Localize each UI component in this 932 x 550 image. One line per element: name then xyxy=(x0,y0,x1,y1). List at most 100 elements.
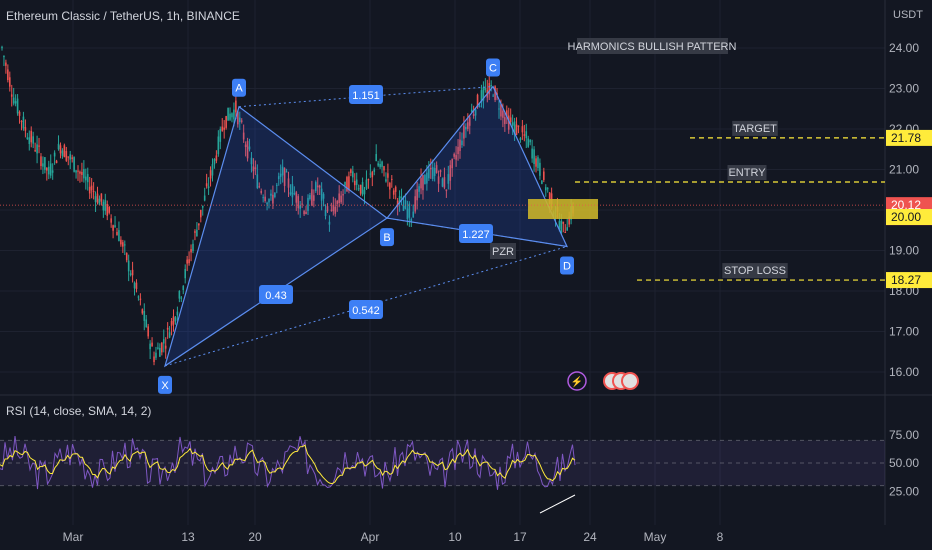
candle-body xyxy=(412,211,415,218)
candle-body xyxy=(346,177,348,192)
candle-body xyxy=(389,182,391,190)
candle-body xyxy=(482,87,485,101)
candle-body xyxy=(172,316,175,325)
candle-body xyxy=(250,157,253,165)
candle-body xyxy=(92,191,95,193)
candle-body xyxy=(443,177,446,188)
candle-body xyxy=(42,163,44,167)
candle-body xyxy=(330,209,333,211)
ratio-badge xyxy=(349,300,383,319)
pattern-title: HARMONICS BULLISH PATTERN xyxy=(568,41,737,53)
candle-body xyxy=(535,158,537,167)
candle-body xyxy=(303,211,305,215)
candle-body xyxy=(12,97,15,104)
candle-body xyxy=(174,317,177,322)
candle-body xyxy=(198,223,200,226)
level-badge xyxy=(732,120,778,136)
ratio-label: 0.43 xyxy=(265,290,286,302)
candle-body xyxy=(467,122,469,129)
candle-body xyxy=(369,173,372,175)
ratio-badge xyxy=(459,224,493,243)
candle-body xyxy=(472,114,475,116)
candle-body xyxy=(529,140,531,143)
candle-body xyxy=(36,144,38,154)
time-tick-label: 20 xyxy=(248,530,262,544)
candle-body xyxy=(546,188,549,190)
level-name: STOP LOSS xyxy=(724,265,786,277)
candle-body xyxy=(79,171,81,174)
candle-body xyxy=(186,259,188,264)
candle-body xyxy=(133,282,136,289)
candle-body xyxy=(461,140,463,146)
candle-body xyxy=(7,69,9,81)
candle-body xyxy=(342,194,344,196)
candle-body xyxy=(221,126,224,131)
stop-price-tag: 18.27 xyxy=(891,273,921,287)
candle-body xyxy=(502,110,504,118)
candle-body xyxy=(217,136,220,155)
candle-body xyxy=(424,174,426,185)
rsi-tick-label: 50.00 xyxy=(889,456,919,470)
time-tick-label: 10 xyxy=(448,530,462,544)
candle-body xyxy=(357,188,360,190)
candle-body xyxy=(112,225,114,231)
lightning-icon[interactable] xyxy=(567,371,587,391)
candle-body xyxy=(100,193,103,202)
price-tick-label: 16.00 xyxy=(889,365,919,379)
candle-body xyxy=(558,221,561,230)
candle-body xyxy=(32,136,34,144)
candle-body xyxy=(22,116,25,129)
time-tick-label: Mar xyxy=(63,530,84,544)
candle-body xyxy=(505,110,508,117)
candle-body xyxy=(178,291,181,299)
candle-body xyxy=(533,149,535,165)
candle-body xyxy=(8,77,11,87)
level-badge xyxy=(722,263,788,279)
candle-body xyxy=(162,339,165,344)
candle-body xyxy=(468,117,471,126)
pattern-title-bg xyxy=(577,38,728,54)
candle-body xyxy=(20,120,23,122)
candle-body xyxy=(85,176,87,181)
candle-body xyxy=(83,169,85,179)
candle-body xyxy=(527,138,530,147)
candle-body xyxy=(184,269,187,279)
candle-body xyxy=(141,309,144,314)
us-flag-icon[interactable] xyxy=(621,372,639,390)
candle-body xyxy=(73,157,75,172)
candle-body xyxy=(478,105,481,107)
candle-body xyxy=(229,113,231,120)
candle-body xyxy=(394,186,397,192)
candle-body xyxy=(525,131,528,139)
candle-body xyxy=(318,185,321,188)
candle-body xyxy=(135,282,138,290)
candle-body xyxy=(123,244,126,246)
pattern-point-label: C xyxy=(489,62,497,74)
candle-body xyxy=(254,167,257,170)
rsi-tick-label: 25.00 xyxy=(889,484,919,498)
candle-body xyxy=(55,160,58,164)
candle-body xyxy=(429,167,432,170)
price-tick-label: 19.00 xyxy=(889,244,919,258)
prz-zone xyxy=(528,199,598,219)
candle-body xyxy=(470,109,473,112)
candle-body xyxy=(108,206,110,213)
candle-body xyxy=(256,174,259,188)
candle-body xyxy=(219,128,222,142)
candle-body xyxy=(299,205,301,209)
candle-body xyxy=(51,170,54,173)
chart-title: Ethereum Classic / TetherUS, 1h, BINANCE xyxy=(6,9,240,23)
prz-badge xyxy=(490,243,516,259)
candle-body xyxy=(447,174,450,184)
candle-body xyxy=(521,126,524,133)
candle-body xyxy=(153,356,155,363)
candle-body xyxy=(338,193,340,203)
candle-body xyxy=(30,130,33,143)
candle-body xyxy=(248,146,251,150)
candle-body xyxy=(515,124,518,135)
candle-body xyxy=(311,189,313,206)
candle-body xyxy=(155,352,157,358)
candle-body xyxy=(566,227,569,231)
candle-body xyxy=(34,150,36,152)
